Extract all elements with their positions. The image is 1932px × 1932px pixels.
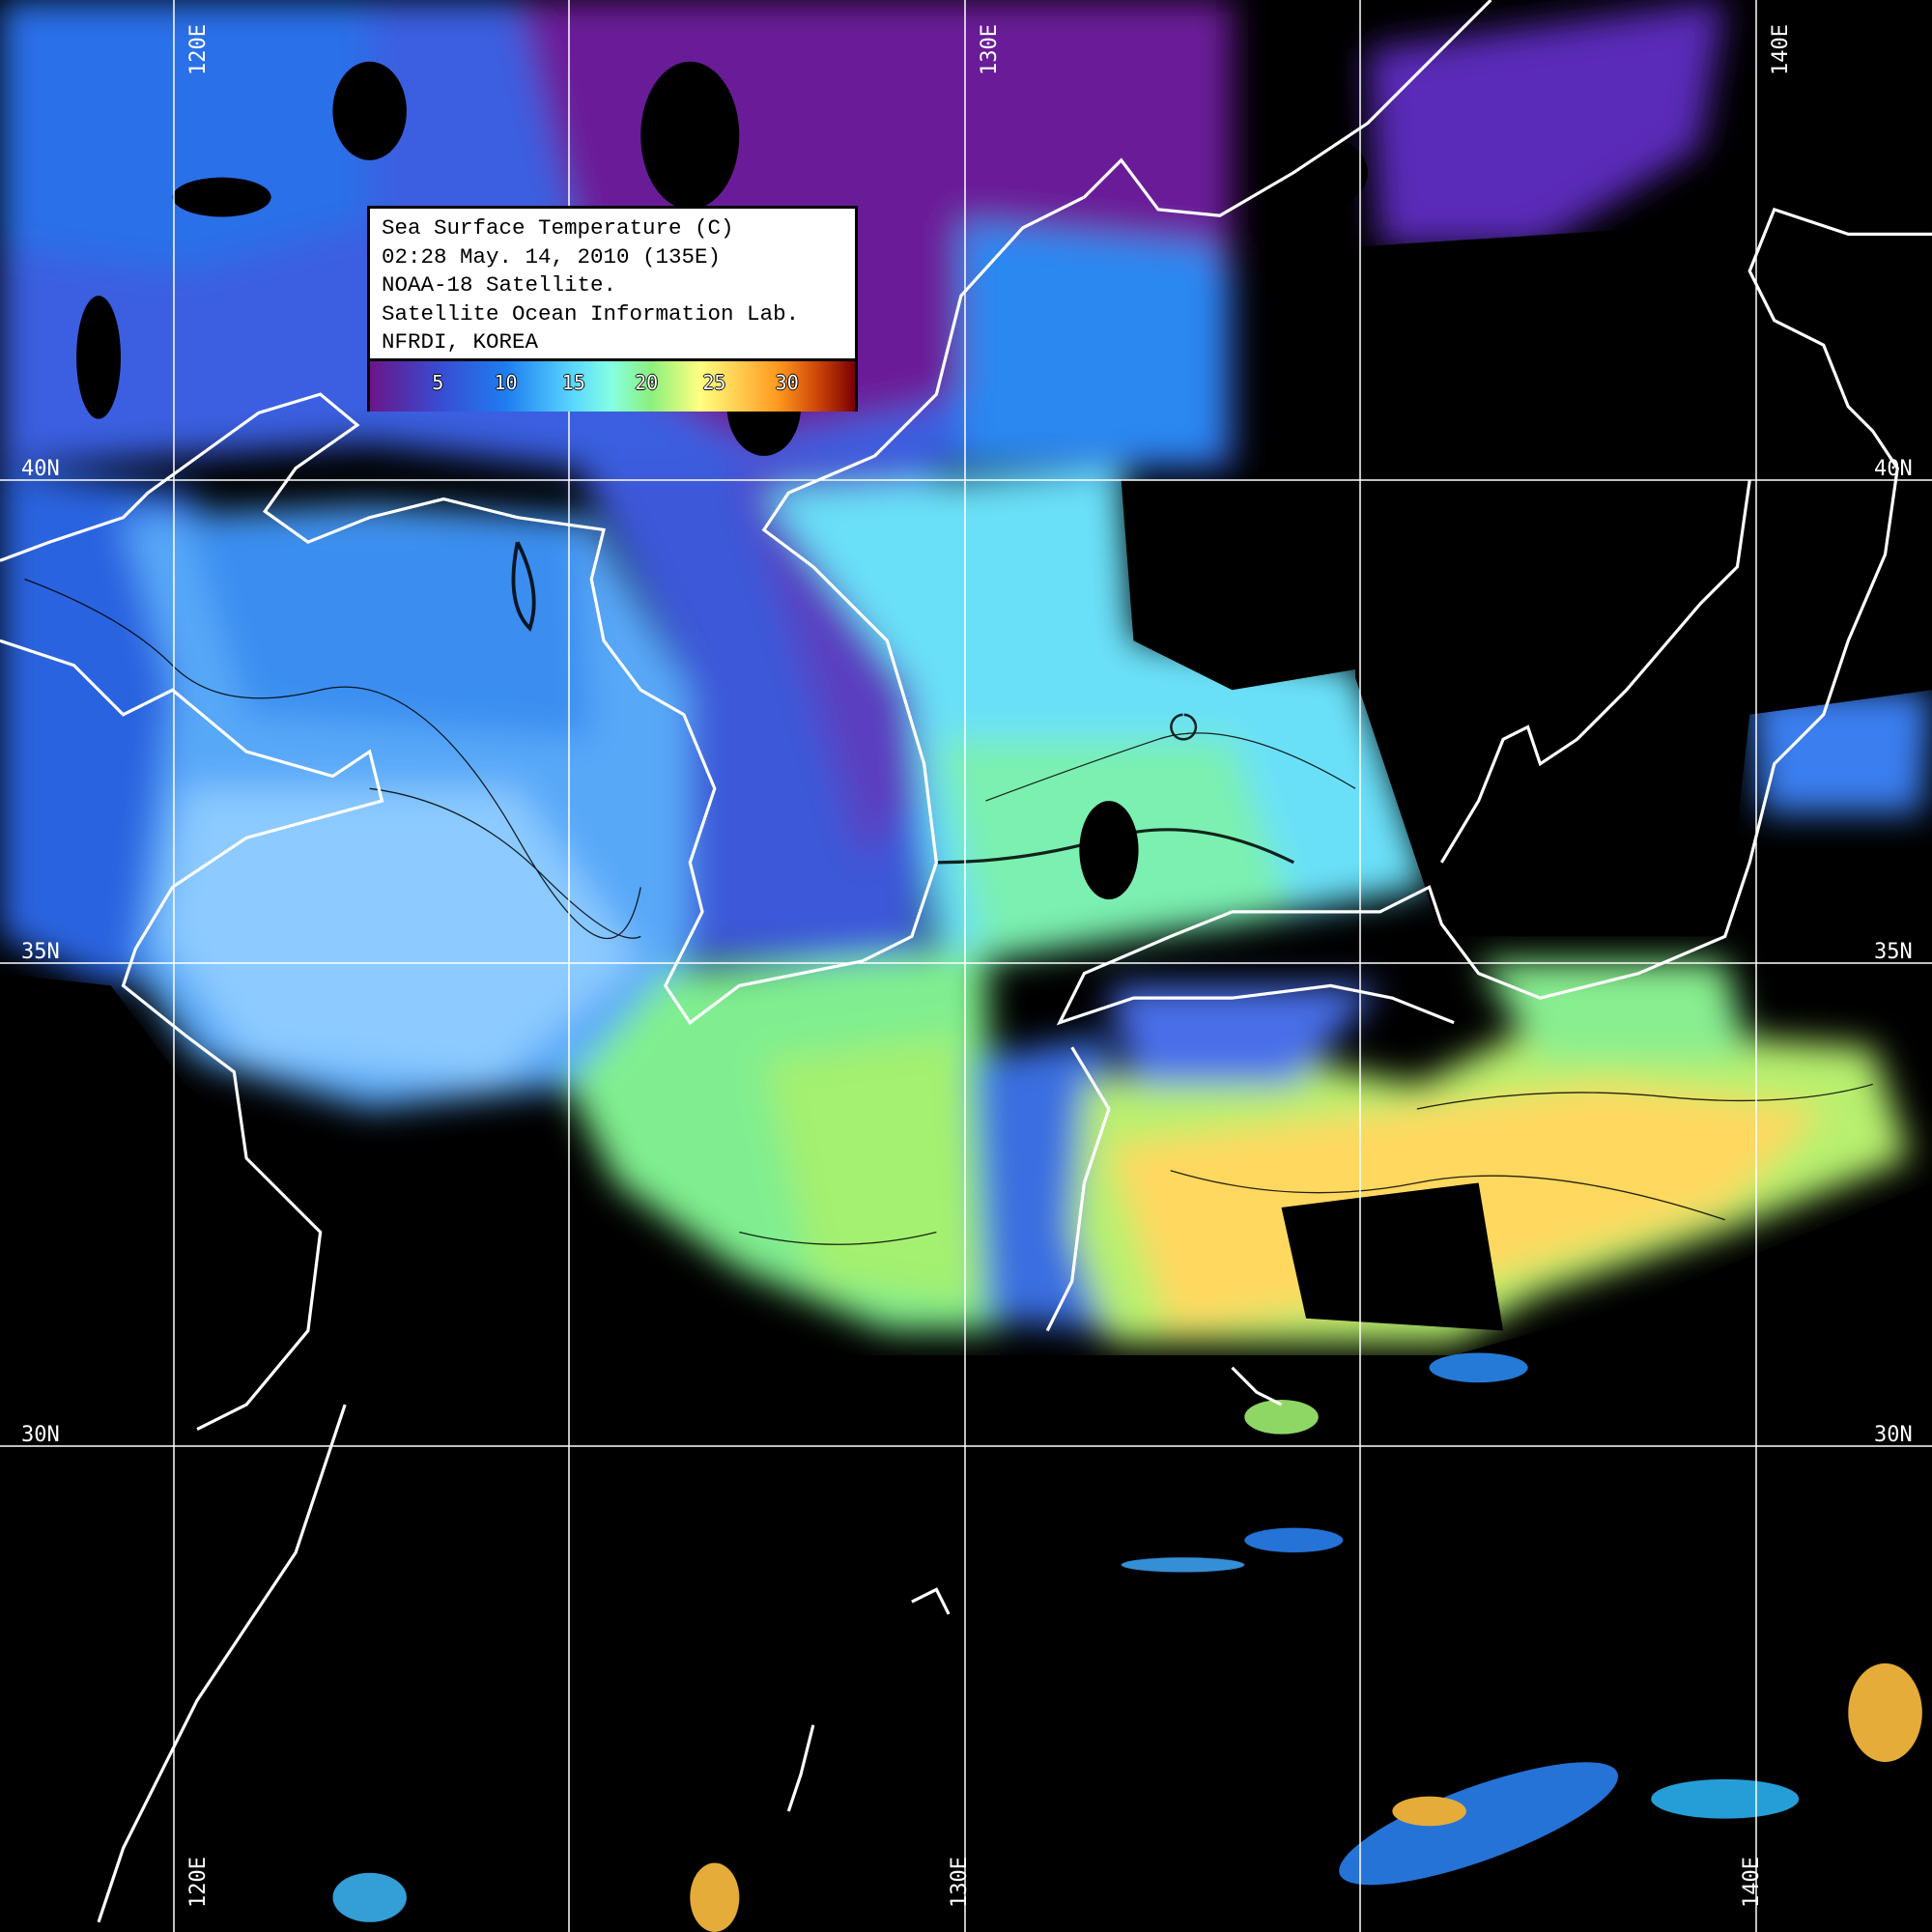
legend-lab: Satellite Ocean Information Lab. bbox=[382, 300, 800, 327]
label-right-40n: 40N bbox=[1874, 457, 1913, 481]
colorbar: 5 10 15 20 25 30 bbox=[370, 361, 855, 412]
legend-datetime: 02:28 May. 14, 2010 (135E) bbox=[382, 243, 722, 270]
legend-text: Sea Surface Temperature (C) 02:28 May. 14… bbox=[370, 209, 855, 358]
label-right-30n: 30N bbox=[1874, 1423, 1913, 1447]
legend-satellite: NOAA-18 Satellite. bbox=[382, 272, 617, 298]
label-bottom-120e: 120E bbox=[186, 1857, 211, 1908]
label-left-30n: 30N bbox=[21, 1423, 60, 1447]
colorbar-tick: 20 bbox=[635, 371, 659, 394]
colorbar-tick: 5 bbox=[432, 371, 444, 394]
label-right-35n: 35N bbox=[1874, 940, 1913, 964]
colorbar-tick: 15 bbox=[561, 371, 585, 394]
isotherm-contours bbox=[24, 541, 1873, 1245]
label-top-140e: 140E bbox=[1769, 24, 1793, 75]
label-bottom-140e: 140E bbox=[1740, 1857, 1764, 1908]
colorbar-tick: 10 bbox=[494, 371, 518, 394]
colorbar-tick: 25 bbox=[702, 371, 726, 394]
label-left-40n: 40N bbox=[21, 457, 60, 481]
legend-box: Sea Surface Temperature (C) 02:28 May. 14… bbox=[367, 206, 858, 412]
colorbar-tick: 30 bbox=[775, 371, 799, 394]
label-bottom-130e: 130E bbox=[948, 1857, 972, 1908]
legend-institute: NFRDI, KOREA bbox=[382, 329, 539, 355]
legend-title: Sea Surface Temperature (C) bbox=[382, 215, 734, 241]
label-left-35n: 35N bbox=[21, 940, 60, 964]
label-top-130e: 130E bbox=[978, 24, 1002, 75]
label-top-120e: 120E bbox=[186, 24, 211, 75]
